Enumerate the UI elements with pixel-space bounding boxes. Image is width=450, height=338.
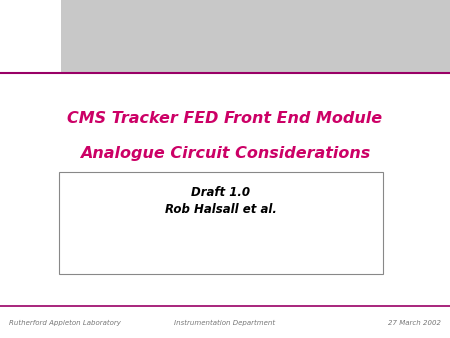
Text: CMS Tracker FED Front End Module: CMS Tracker FED Front End Module: [68, 111, 382, 126]
FancyBboxPatch shape: [58, 172, 382, 274]
Text: Rob Halsall et al.: Rob Halsall et al.: [165, 203, 276, 216]
Text: 27 March 2002: 27 March 2002: [388, 320, 441, 326]
Text: Instrumentation Department: Instrumentation Department: [175, 320, 275, 326]
Text: Rutherford Appleton Laboratory: Rutherford Appleton Laboratory: [9, 320, 121, 326]
Text: Analogue Circuit Considerations: Analogue Circuit Considerations: [80, 146, 370, 161]
FancyBboxPatch shape: [61, 0, 450, 73]
Text: Draft 1.0: Draft 1.0: [191, 186, 250, 199]
